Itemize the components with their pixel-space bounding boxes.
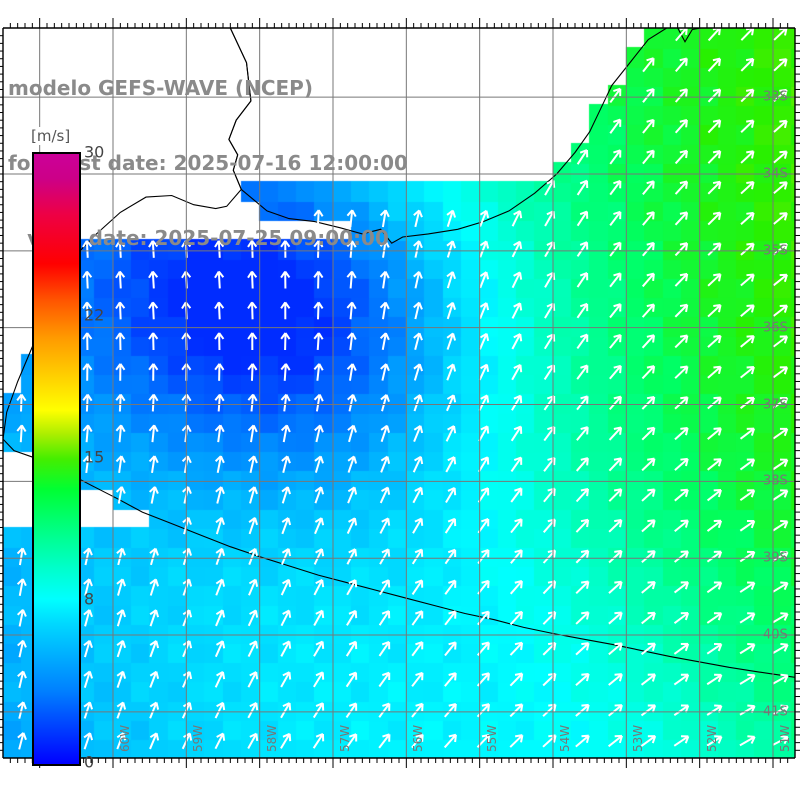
y-axis-label-37S: 37S bbox=[763, 397, 788, 413]
x-axis-label-56W: 56W bbox=[411, 724, 426, 752]
y-axis-label-34S: 34S bbox=[763, 166, 788, 182]
colorbar: [m/s] 30 22 15 8 0 bbox=[28, 127, 104, 772]
colorbar-tick-0: 0 bbox=[84, 752, 95, 772]
colorbar-tick-15: 15 bbox=[84, 447, 105, 467]
x-axis-label-51W: 51W bbox=[778, 724, 792, 752]
colorbar-gradient bbox=[32, 152, 81, 766]
model-name-line: modelo GEFS-WAVE (NCEP) bbox=[8, 76, 313, 100]
x-axis-label-55W: 55W bbox=[484, 724, 499, 752]
y-axis-label-41S: 41S bbox=[763, 704, 788, 720]
x-axis-label-54W: 54W bbox=[558, 724, 572, 752]
x-axis-label-52W: 52W bbox=[704, 724, 719, 752]
colorbar-tick-30: 30 bbox=[84, 142, 105, 162]
x-axis-label-57W: 57W bbox=[338, 724, 352, 752]
x-axis-label-53W: 53W bbox=[631, 724, 646, 752]
x-axis-label-59W: 59W bbox=[191, 724, 206, 752]
colorbar-tick-22: 22 bbox=[84, 305, 105, 325]
x-axis-label-58W: 58W bbox=[264, 724, 279, 752]
x-axis-label-60W: 60W bbox=[118, 724, 132, 752]
colorbar-tick-8: 8 bbox=[84, 589, 95, 609]
colorbar-units-label: [m/s] bbox=[28, 127, 74, 145]
y-axis-label-40S: 40S bbox=[763, 627, 788, 643]
y-axis-label-33S: 33S bbox=[763, 89, 788, 105]
y-axis-label-35S: 35S bbox=[763, 243, 788, 259]
y-axis-label-39S: 39S bbox=[763, 550, 788, 566]
y-axis-label-36S: 36S bbox=[763, 320, 788, 336]
y-axis-label-38S: 38S bbox=[763, 473, 788, 489]
